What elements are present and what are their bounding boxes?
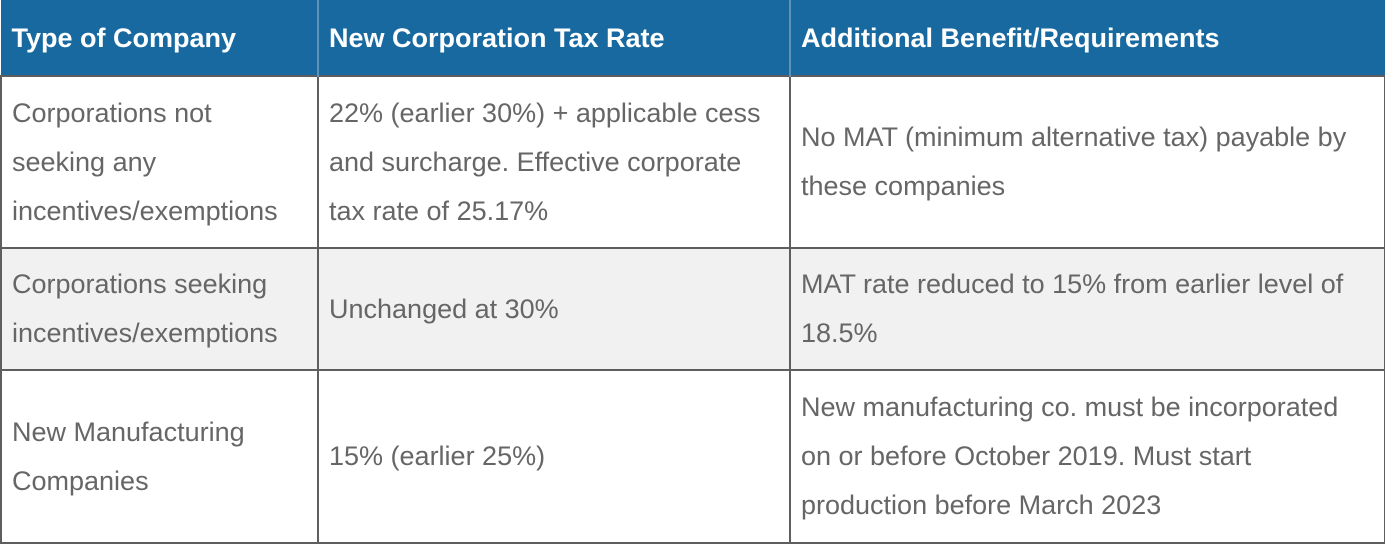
cell-company-type: Corporations not seeking any incentives/… xyxy=(0,75,319,249)
cell-tax-rate: 15% (earlier 25%) xyxy=(317,369,791,544)
cell-company-type: New Manufacturing Companies xyxy=(0,369,319,544)
cell-benefit: New manufacturing co. must be incorporat… xyxy=(789,369,1385,544)
header-new-tax-rate: New Corporation Tax Rate xyxy=(317,0,791,77)
cell-benefit: MAT rate reduced to 15% from earlier lev… xyxy=(789,247,1385,371)
table-row: New Manufacturing Companies 15% (earlier… xyxy=(0,369,1385,544)
header-row: Type of Company New Corporation Tax Rate… xyxy=(0,0,1385,77)
table-header: Type of Company New Corporation Tax Rate… xyxy=(0,0,1385,77)
header-type-of-company: Type of Company xyxy=(0,0,319,77)
cell-tax-rate: 22% (earlier 30%) + applicable cess and … xyxy=(317,75,791,249)
cell-company-type: Corporations seeking incentives/exemptio… xyxy=(0,247,319,371)
cell-benefit: No MAT (minimum alternative tax) payable… xyxy=(789,75,1385,249)
table-row: Corporations seeking incentives/exemptio… xyxy=(0,247,1385,371)
table-body: Corporations not seeking any incentives/… xyxy=(0,75,1385,544)
cell-tax-rate: Unchanged at 30% xyxy=(317,247,791,371)
header-additional-benefit: Additional Benefit/Requirements xyxy=(789,0,1385,77)
table-row: Corporations not seeking any incentives/… xyxy=(0,75,1385,249)
